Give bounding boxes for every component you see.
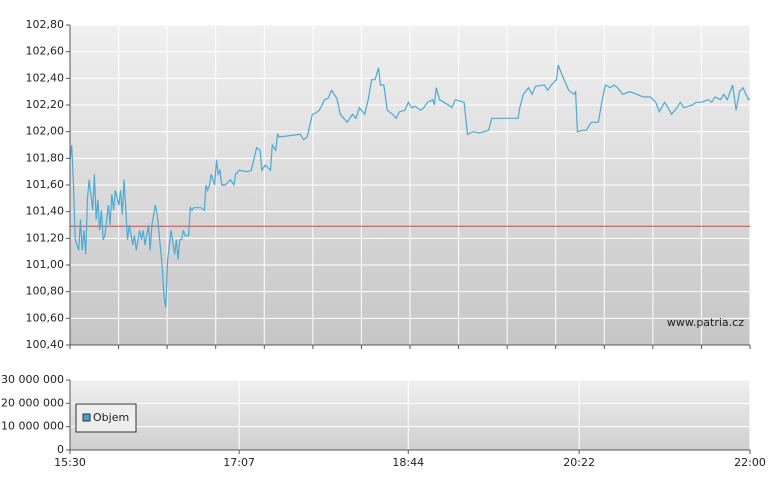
watermark: www.patria.cz: [667, 316, 744, 329]
y-tick-label: 101,60: [26, 178, 65, 191]
y-tick-label: 101,80: [26, 151, 65, 164]
y-tick-label: 20 000 000: [1, 396, 64, 409]
y-tick-label: 102,20: [26, 98, 65, 111]
y-tick-label: 101,00: [26, 258, 65, 271]
y-tick-label: 101,40: [26, 205, 65, 218]
y-tick-label: 30 000 000: [1, 373, 64, 386]
y-tick-label: 10 000 000: [1, 420, 64, 433]
y-tick-label: 100,80: [26, 285, 65, 298]
x-tick-label: 20:22: [563, 456, 595, 469]
x-tick-label: 15:30: [54, 456, 86, 469]
price-line: [69, 64, 751, 308]
legend-swatch: [82, 413, 91, 422]
legend-label: Objem: [93, 411, 129, 424]
legend: Objem: [75, 403, 137, 433]
y-tick-label: 102,60: [26, 45, 65, 58]
y-tick-label: 102,80: [26, 18, 65, 31]
y-tick-label: 0: [57, 443, 64, 456]
y-tick-label: 102,40: [26, 71, 65, 84]
y-tick-label: 100,40: [26, 338, 65, 351]
x-tick-label: 22:00: [734, 456, 766, 469]
y-tick-label: 101,20: [26, 231, 65, 244]
plot-background: [70, 380, 750, 450]
x-tick-label: 17:07: [223, 456, 255, 469]
y-tick-label: 100,60: [26, 311, 65, 324]
x-tick-label: 18:44: [392, 456, 424, 469]
y-tick-label: 102,00: [26, 125, 65, 138]
